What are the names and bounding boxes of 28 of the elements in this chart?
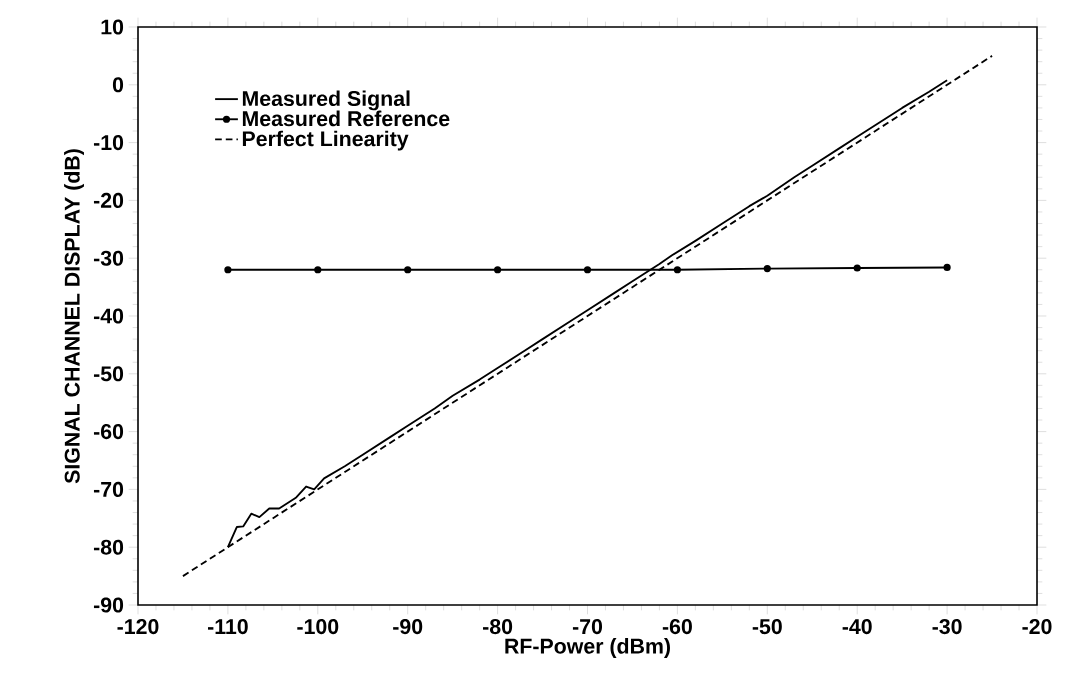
x-tick-label: -90 [393,619,423,635]
y-axis-title: SIGNAL CHANNEL DISPLAY (dB) [64,149,84,484]
line-series [226,79,949,549]
x-tick-label: -40 [842,619,872,635]
y-tick-label: -90 [93,597,124,613]
x-axis-title: RF-Power (dBm) [505,638,670,658]
y-tick-label: -10 [93,135,124,151]
x-tick-label: -80 [483,619,513,635]
x-tick-label: -20 [1022,619,1052,635]
y-tick-label: -20 [93,192,124,208]
legend-label: Measured Signal [242,90,410,111]
x-tick-label: -120 [117,619,159,635]
x-tick-label: -60 [662,619,692,635]
y-tick-label: 10 [101,19,124,35]
y-tick-label: -40 [93,308,124,324]
x-tick-label: -70 [572,619,603,635]
y-tick-label: -80 [93,539,124,555]
y-tick-label: -60 [93,424,124,440]
y-tick-label: -30 [93,250,124,266]
x-tick-label: -50 [752,619,782,635]
x-tick-label: -100 [297,619,339,635]
x-tick-label: -110 [207,619,248,635]
x-tick-label: -30 [932,619,962,635]
y-tick-label: -70 [93,481,124,497]
y-tick-label: -50 [93,366,124,382]
legend-label: Measured Reference [242,110,450,127]
y-tick-label: 0 [112,77,124,93]
legend-label: Perfect Linearity [242,130,409,151]
